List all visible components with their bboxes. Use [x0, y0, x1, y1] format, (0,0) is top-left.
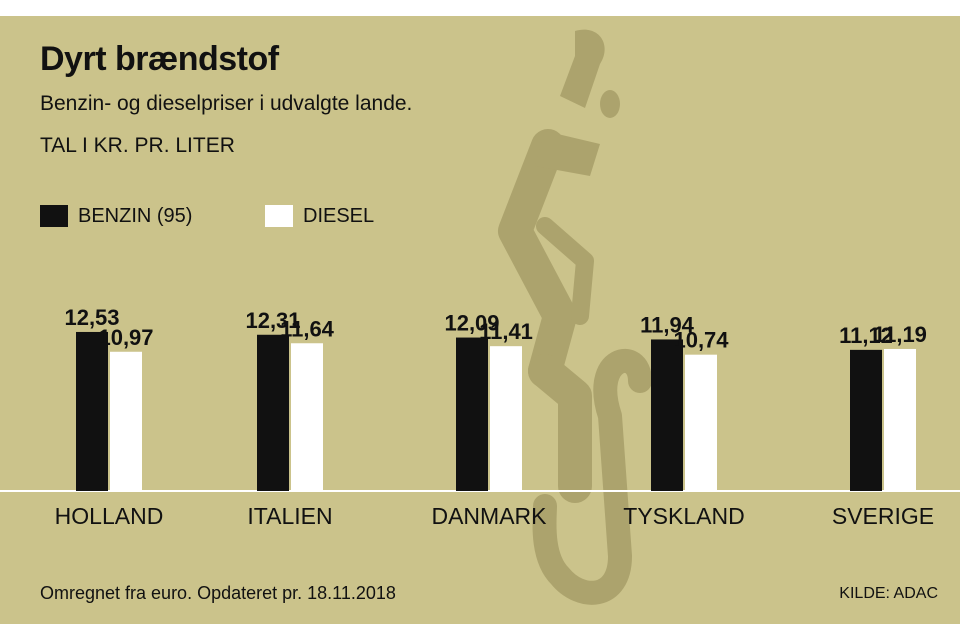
data-label-benzin-sverige: 11,12: [839, 323, 893, 348]
data-label-benzin-italien: 12,31: [245, 308, 300, 333]
legend-swatch-diesel: [265, 205, 293, 227]
fuel-pump-nozzle-icon: [498, 29, 652, 605]
data-label-diesel-sverige: 11,19: [873, 322, 927, 347]
category-label-danmark: DANMARK: [431, 503, 547, 529]
source-label: KILDE: ADAC: [839, 585, 938, 602]
category-label-sverige: SVERIGE: [832, 503, 934, 529]
bar-diesel-danmark: [490, 346, 522, 491]
bar-diesel-holland: [110, 351, 142, 491]
legend-swatch-benzin: [40, 205, 68, 227]
data-label-diesel-tyskland: 10,74: [673, 328, 729, 353]
legend-label-diesel: DIESEL: [303, 204, 375, 227]
category-label-holland: HOLLAND: [55, 503, 164, 529]
bar-diesel-italien: [291, 343, 323, 491]
bar-benzin-sverige: [850, 349, 882, 491]
footnote: Omregnet fra euro. Opdateret pr. 18.11.2…: [40, 583, 396, 603]
chart-panel: Dyrt brændstof Benzin- og dieselpriser i…: [0, 16, 960, 624]
subtitle: Benzin- og dieselpriser i udvalgte lande…: [40, 92, 413, 115]
legend-item-diesel: DIESEL: [265, 202, 374, 230]
bar-chart: 12,5310,97HOLLAND12,3111,64ITALIEN12,091…: [0, 305, 960, 529]
bar-benzin-italien: [257, 334, 289, 491]
legend-item-benzin: BENZIN (95): [40, 202, 192, 230]
unit-label: TAL I KR. PR. LITER: [40, 134, 235, 157]
bar-benzin-danmark: [456, 337, 488, 491]
bar-diesel-tyskland: [685, 354, 717, 491]
data-label-benzin-danmark: 12,09: [444, 311, 499, 336]
data-label-diesel-italien: 11,64: [280, 316, 335, 341]
page-title: Dyrt brændstof: [40, 40, 279, 78]
bar-benzin-holland: [76, 331, 108, 491]
category-label-italien: ITALIEN: [247, 503, 332, 529]
data-label-benzin-holland: 12,53: [64, 305, 119, 330]
data-label-benzin-tyskland: 11,94: [640, 312, 695, 337]
data-label-diesel-danmark: 11,41: [479, 319, 533, 344]
bar-diesel-sverige: [884, 348, 916, 491]
legend-label-benzin: BENZIN (95): [78, 204, 193, 227]
data-label-diesel-holland: 10,97: [98, 325, 153, 350]
bar-benzin-tyskland: [651, 339, 683, 491]
category-label-tyskland: TYSKLAND: [623, 503, 744, 529]
